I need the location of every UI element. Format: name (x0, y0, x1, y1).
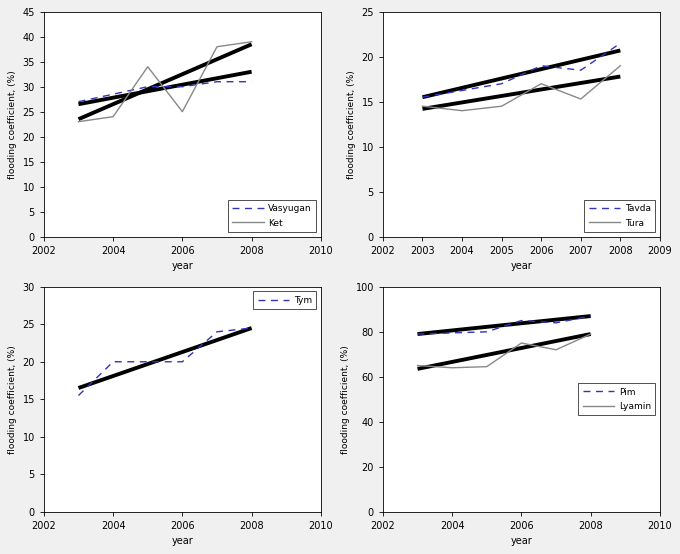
X-axis label: year: year (171, 536, 193, 546)
Legend: Pim, Lyamin: Pim, Lyamin (578, 383, 656, 416)
Legend: Tym: Tym (253, 291, 316, 309)
X-axis label: year: year (511, 536, 532, 546)
Legend: Tavda, Tura: Tavda, Tura (584, 199, 656, 232)
Y-axis label: flooding coefficient, (%): flooding coefficient, (%) (347, 70, 356, 178)
Y-axis label: flooding coefficient, (%): flooding coefficient, (%) (7, 70, 17, 178)
X-axis label: year: year (511, 261, 532, 271)
Y-axis label: flooding coefficient, (%): flooding coefficient, (%) (341, 345, 350, 454)
X-axis label: year: year (171, 261, 193, 271)
Legend: Vasyugan, Ket: Vasyugan, Ket (228, 199, 316, 232)
Y-axis label: flooding coefficient, (%): flooding coefficient, (%) (7, 345, 17, 454)
